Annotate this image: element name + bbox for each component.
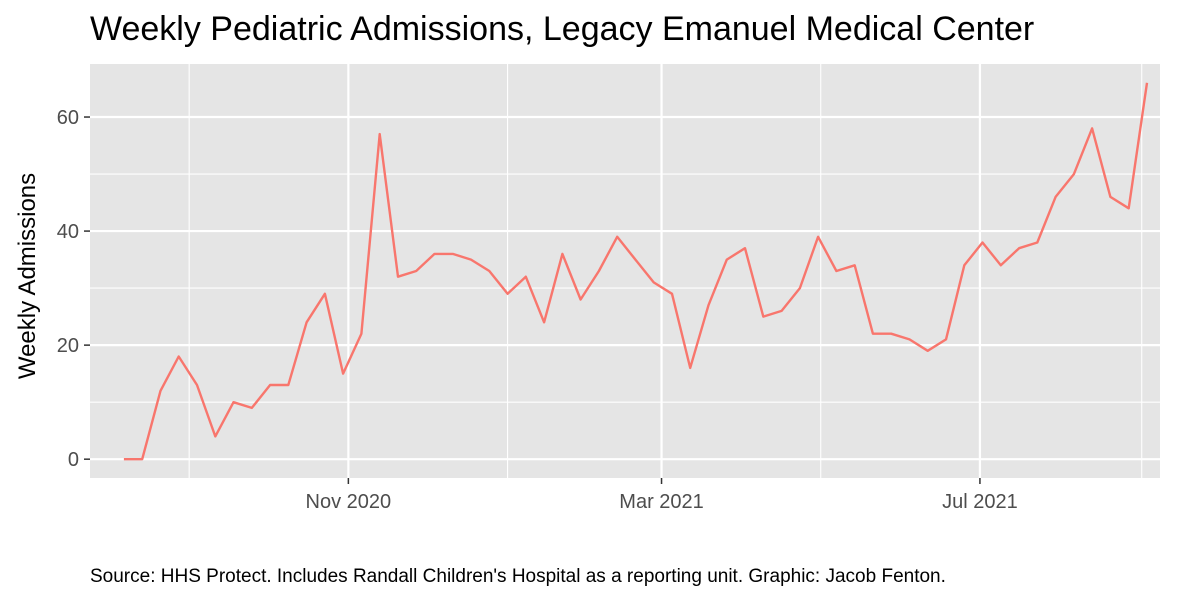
y-tick-label: 20 [57, 335, 79, 357]
plot-panel [90, 64, 1160, 478]
x-tick-label: Jul 2021 [942, 491, 1018, 513]
series-line [123, 82, 1149, 461]
x-axis: Nov 2020 Mar 2021 Jul 2021 [306, 478, 1018, 513]
y-tick-label: 60 [57, 107, 79, 129]
y-tick-label: 40 [57, 221, 79, 243]
y-axis-title: Weekly Admissions [14, 173, 41, 379]
chart-caption: Source: HHS Protect. Includes Randall Ch… [90, 566, 946, 587]
x-tick-label: Nov 2020 [306, 491, 392, 513]
major-gridlines [90, 64, 1160, 478]
y-tick-label: 0 [68, 449, 79, 471]
x-tick-label: Mar 2021 [619, 491, 704, 513]
y-axis: 0 20 40 60 [57, 107, 90, 471]
series-layer [123, 82, 1149, 461]
minor-gridlines [90, 64, 1160, 478]
chart-title: Weekly Pediatric Admissions, Legacy Eman… [90, 10, 1034, 48]
